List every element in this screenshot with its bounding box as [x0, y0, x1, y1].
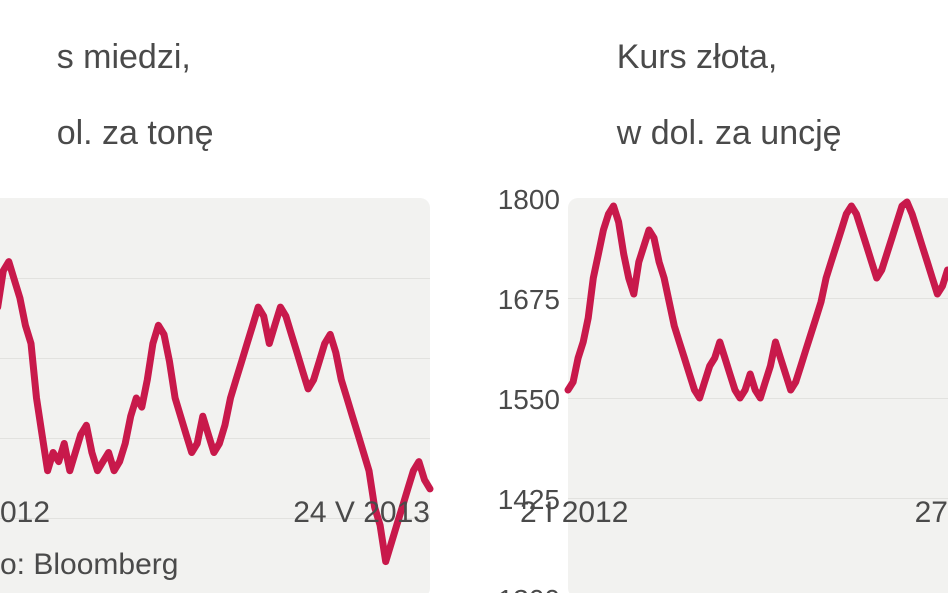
copper-chart-title: s miedzi, ol. za tonę	[0, 0, 440, 190]
gold-x-end: 27	[490, 496, 948, 530]
copper-chart-panel: s miedzi, ol. za tonę 012 24 V 2013	[0, 0, 440, 593]
copper-plot	[0, 198, 440, 593]
copper-x-end: 24 V 2013	[0, 496, 430, 530]
copper-title-line2: ol. za tonę	[57, 114, 214, 152]
gold-chart-title: Kurs złota, w dol. za uncję	[490, 0, 948, 190]
gold-title-line2: w dol. za uncję	[617, 114, 842, 152]
charts-container: s miedzi, ol. za tonę 012 24 V 2013 Kurs…	[0, 0, 948, 593]
source-label: o: Bloomberg	[0, 548, 178, 582]
copper-line	[0, 198, 430, 593]
gold-ytick-1800: 1800	[490, 184, 560, 216]
gold-plot: 1800 1675 1550 1425 1300	[490, 198, 948, 593]
copper-title-line1: s miedzi,	[57, 38, 191, 76]
gold-ytick-1550: 1550	[490, 384, 560, 416]
gold-chart-panel: Kurs złota, w dol. za uncję 1800 1675 15…	[490, 0, 948, 593]
gold-ytick-1675: 1675	[490, 284, 560, 316]
gold-title-line1: Kurs złota,	[617, 38, 778, 76]
gold-line	[568, 198, 948, 593]
gold-ytick-1300: 1300	[490, 584, 560, 593]
